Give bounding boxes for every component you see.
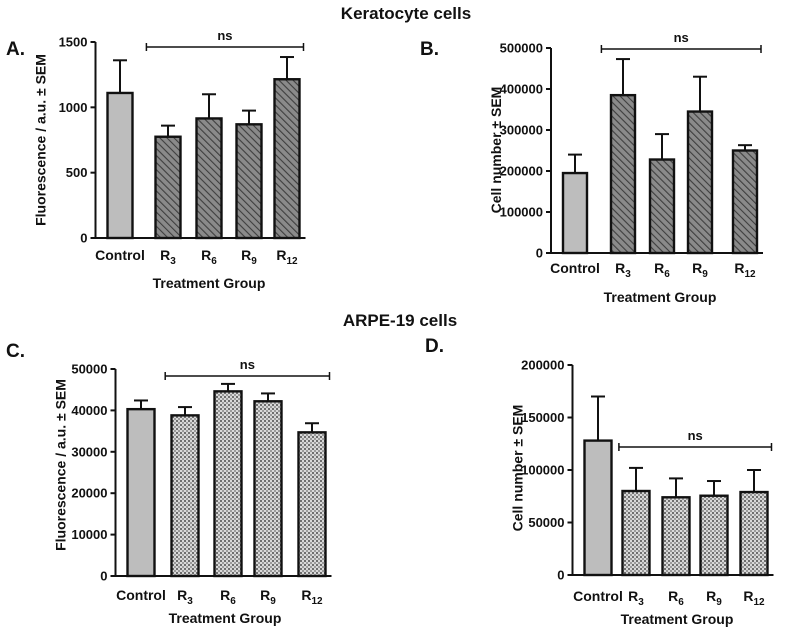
x-tick-label: Control [95, 247, 145, 263]
chart-panel-b: B. 0 100000 200000 300000 400000 500000 Cell nu… [420, 30, 763, 305]
x-tick-label: Control [116, 587, 166, 603]
y-tick-label: 200000 [521, 358, 564, 373]
significance-label: ns [674, 30, 689, 45]
x-tick-label: R12 [734, 260, 756, 280]
bar [739, 490, 769, 577]
bar [661, 496, 691, 577]
bar [195, 117, 223, 240]
chart-panel-d: D. 0 50000 100000 150000 200000 Cell number ± … [425, 336, 774, 627]
heading-arpe19: ARPE-19 cells [343, 311, 457, 330]
panel-label: A. [6, 39, 25, 60]
x-tick-label: R12 [276, 247, 298, 267]
bar [699, 494, 729, 577]
y-axis-title: Fluorescence / a.u. ± SEM [53, 379, 69, 551]
bar [731, 149, 759, 255]
bar [583, 439, 613, 577]
y-tick-label: 200000 [500, 164, 543, 179]
y-axis-title: Fluorescence / a.u. ± SEM [33, 54, 49, 226]
bar [213, 390, 243, 578]
panel-label: C. [6, 341, 25, 362]
x-tick-label: R12 [301, 587, 323, 607]
chart-panel-c: C. 0 10000 20000 30000 40000 50000Fluorescence… [6, 341, 332, 626]
y-tick-label: 50000 [71, 362, 107, 377]
x-tick-label: Control [573, 588, 623, 604]
x-tick-label: R3 [177, 587, 193, 607]
x-tick-label: R6 [201, 247, 217, 267]
chart-panel-a: A. 0 500 1000 1500 Fluorescence / a.u. ± SEM C… [6, 28, 306, 291]
x-tick-label: R9 [241, 247, 257, 267]
x-tick-label: Control [550, 260, 600, 276]
panel-label: D. [425, 336, 444, 357]
y-tick-label: 400000 [500, 82, 543, 97]
bar [106, 91, 134, 240]
y-tick-label: 500000 [500, 41, 543, 56]
bar [648, 158, 676, 255]
x-axis-title: Treatment Group [169, 610, 282, 626]
bar [273, 78, 301, 240]
x-tick-label: R6 [654, 260, 670, 280]
y-tick-label: 50000 [528, 515, 564, 530]
x-tick-label: R9 [692, 260, 708, 280]
y-tick-label: 100000 [521, 463, 564, 478]
y-tick-label: 1000 [59, 100, 88, 115]
y-tick-label: 1500 [59, 35, 88, 50]
y-tick-label: 500 [66, 165, 88, 180]
x-tick-label: R6 [220, 587, 236, 607]
heading-keratocyte: Keratocyte cells [341, 4, 471, 23]
y-tick-label: 300000 [500, 123, 543, 138]
y-tick-label: 40000 [71, 403, 107, 418]
bar [297, 431, 327, 578]
bar [154, 135, 182, 240]
bar [609, 93, 637, 255]
y-tick-label: 30000 [71, 444, 107, 459]
x-tick-label: R3 [628, 588, 644, 608]
bar [253, 400, 283, 578]
significance-label: ns [240, 357, 255, 372]
bar [621, 489, 651, 577]
x-tick-label: R12 [743, 588, 765, 608]
bar [561, 171, 589, 255]
bar [235, 123, 263, 240]
bar [170, 414, 200, 578]
x-tick-label: R6 [668, 588, 684, 608]
x-tick-label: R3 [160, 247, 176, 267]
y-tick-label: 10000 [71, 527, 107, 542]
y-tick-label: 0 [100, 569, 107, 584]
x-tick-label: R9 [706, 588, 722, 608]
y-tick-label: 100000 [500, 205, 543, 220]
y-tick-label: 20000 [71, 486, 107, 501]
x-axis-title: Treatment Group [153, 275, 266, 291]
x-tick-label: R9 [260, 587, 276, 607]
x-axis-title: Treatment Group [621, 611, 734, 627]
y-axis-title: Cell number ± SEM [510, 405, 526, 532]
y-tick-label: 0 [536, 246, 543, 261]
panel-label: B. [420, 39, 439, 60]
significance-label: ns [688, 428, 703, 443]
x-axis-title: Treatment Group [604, 289, 717, 305]
y-tick-label: 0 [557, 568, 564, 583]
significance-label: ns [217, 28, 232, 43]
y-tick-label: 150000 [521, 410, 564, 425]
x-tick-label: R3 [615, 260, 631, 280]
y-axis-title: Cell number ± SEM [488, 87, 504, 214]
y-tick-label: 0 [80, 231, 87, 246]
bar [686, 110, 714, 255]
bar [126, 407, 156, 578]
